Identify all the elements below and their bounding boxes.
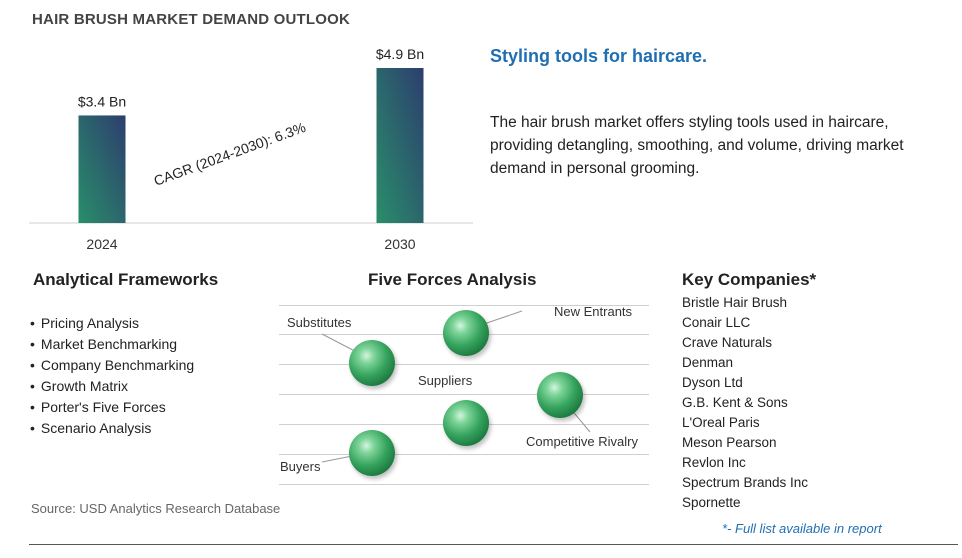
list-item: Growth Matrix: [30, 376, 194, 397]
x-tick-label: 2024: [86, 236, 117, 252]
substitutes-label: Substitutes: [287, 315, 352, 330]
competitive-rivalry-label: Competitive Rivalry: [526, 434, 638, 449]
buyers-label: Buyers: [280, 459, 321, 474]
source-note: Source: USD Analytics Research Database: [31, 501, 281, 516]
list-item: Meson Pearson: [682, 435, 777, 450]
divider: [279, 454, 649, 455]
list-item: L'Oreal Paris: [682, 415, 760, 430]
suppliers-label: Suppliers: [418, 373, 473, 388]
new-entrants-sphere: [443, 310, 489, 356]
divider: [279, 305, 649, 306]
list-item: Dyson Ltd: [682, 375, 743, 390]
list-item: Scenario Analysis: [30, 418, 194, 439]
list-item: Pricing Analysis: [30, 313, 194, 334]
list-item: Bristle Hair Brush: [682, 295, 788, 310]
list-item: Spectrum Brands Inc: [682, 475, 809, 490]
list-item: Denman: [682, 355, 734, 370]
x-tick-label: 2030: [384, 236, 415, 252]
suppliers-sphere: [443, 400, 489, 446]
list-item: Porter's Five Forces: [30, 397, 194, 418]
substitutes-sphere: [349, 340, 395, 386]
page-title: HAIR BRUSH MARKET DEMAND OUTLOOK: [32, 11, 351, 28]
new-entrants-label: New Entrants: [554, 304, 633, 319]
five-forces-title: Five Forces Analysis: [368, 270, 537, 289]
market-description: The hair brush market offers styling too…: [490, 114, 904, 177]
list-item: Conair LLC: [682, 315, 751, 330]
key-companies-title: Key Companies*: [682, 270, 817, 289]
competitive-rivalry-sphere: [537, 372, 583, 418]
full-list-note: *- Full list available in report: [722, 521, 882, 536]
frameworks-title: Analytical Frameworks: [33, 270, 219, 289]
bottom-divider: [29, 544, 958, 545]
bar-2030: [376, 68, 424, 223]
list-item: Spornette: [682, 495, 741, 510]
buyers-sphere: [349, 430, 395, 476]
list-item: Market Benchmarking: [30, 334, 194, 355]
frameworks-list: Pricing Analysis Market Benchmarking Com…: [30, 313, 194, 439]
bar-2024: [78, 115, 126, 223]
divider: [279, 484, 649, 485]
list-item: Crave Naturals: [682, 335, 773, 350]
divider: [279, 364, 649, 365]
list-item: Revlon Inc: [682, 455, 746, 470]
key-companies-list: Bristle Hair Brush Conair LLC Crave Natu…: [682, 293, 808, 513]
bar-value-label: $3.4 Bn: [78, 93, 126, 109]
list-item: G.B. Kent & Sons: [682, 395, 788, 410]
bar-value-label: $4.9 Bn: [376, 46, 424, 62]
headline: Styling tools for haircare.: [490, 46, 708, 66]
divider: [279, 394, 649, 395]
list-item: Company Benchmarking: [30, 355, 194, 376]
